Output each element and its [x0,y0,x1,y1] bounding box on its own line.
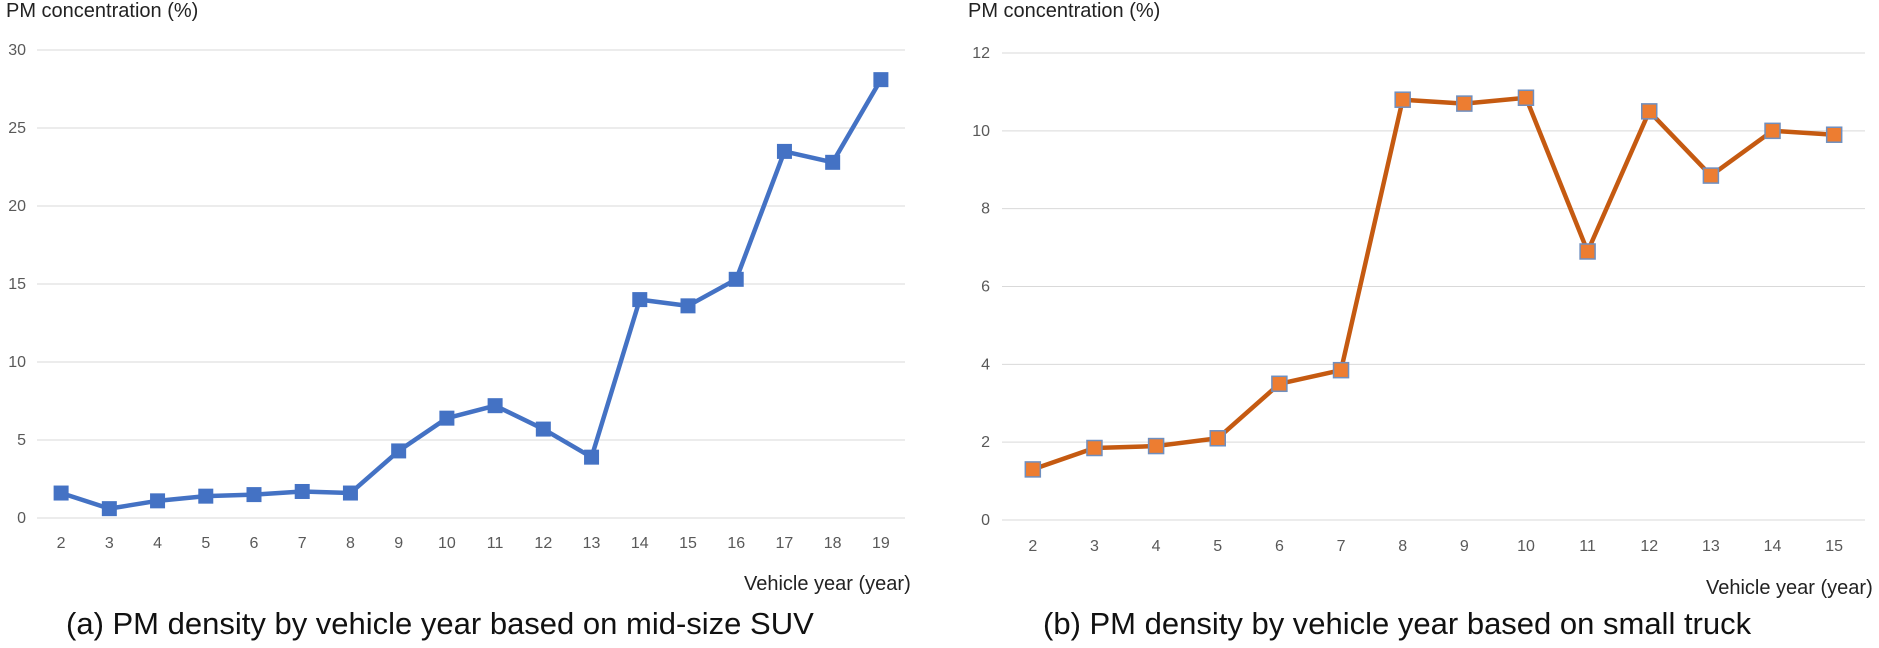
data-point-marker [1086,439,1103,457]
line-chart-suv: 0 5 10 15 20 25 30 2 3 4 5 6 7 8 9 10 11 12 13 14 15 16 17 18 19 [8,42,905,552]
x-tick-label: 14 [631,535,649,552]
x-tick-label: 5 [1213,538,1222,555]
data-point-marker [1332,361,1350,379]
x-tick-label: 3 [105,535,114,552]
series-line [60,78,883,511]
x-tick-label: 4 [153,535,162,552]
data-point-marker [1825,126,1843,143]
data-point-marker [873,72,889,88]
x-tick-label: 17 [776,535,794,552]
x-tick-label: 11 [1579,538,1596,555]
x-axis-label: Vehicle year (year) [744,573,911,595]
x-tick-label: 5 [201,535,210,552]
data-point-marker [391,443,407,459]
x-tick-label: 9 [1460,538,1469,555]
data-point-marker [1147,437,1165,455]
data-point-marker [1641,103,1658,120]
x-tick-label: 13 [583,535,601,552]
data-point-marker [776,143,792,159]
series-line [1032,95,1835,472]
data-point-marker [198,488,214,504]
data-point-marker [1517,89,1535,107]
data-point-marker [487,398,503,414]
data-point-marker [1271,375,1288,393]
data-point-marker [294,483,310,499]
y-axis-label: PM concentration (%) [6,0,199,22]
data-point-marker [680,298,696,314]
chart-caption: (b) PM density by vehicle year based on … [1043,606,1752,641]
y-tick-label: 0 [981,512,990,529]
data-point-marker [535,421,551,437]
chart-caption: (a) PM density by vehicle year based on … [66,606,814,641]
y-tick-label: 8 [981,201,990,218]
x-tick-label: 10 [1517,538,1535,555]
x-tick-label: 18 [824,535,842,552]
x-tick-label: 8 [346,535,355,552]
x-tick-label: 2 [57,535,66,552]
x-tick-label: 12 [534,535,552,552]
y-tick-label: 6 [981,279,990,296]
y-tick-label: 15 [8,276,26,293]
y-tick-label: 30 [8,42,26,59]
data-point-marker [1024,461,1042,478]
x-tick-label: 2 [1028,538,1037,555]
data-point-marker [1764,122,1781,140]
x-tick-label: 15 [1825,538,1843,555]
data-point-marker [1579,243,1596,260]
x-tick-label: 10 [438,535,456,552]
line-chart-truck: 0 2 4 6 8 10 12 2 3 4 5 6 7 8 9 10 11 12 13 14 15 [972,45,1865,555]
x-tick-label: 15 [679,535,697,552]
x-axis-label: Vehicle year (year) [1706,577,1873,599]
data-point-marker [53,485,69,501]
data-point-marker [1702,167,1720,184]
data-point-marker [584,449,600,465]
x-tick-label: 19 [872,535,890,552]
y-tick-label: 20 [8,198,26,215]
chart-panel-a: PM concentration (%) 0 5 10 15 20 25 30 2 3 4 5 6 7 8… [0,0,930,648]
data-point-marker [1456,95,1473,112]
data-point-marker [101,501,117,517]
data-point-marker [1394,91,1411,108]
x-tick-label: 13 [1702,538,1720,555]
data-point-marker [1209,430,1226,447]
y-tick-label: 12 [972,45,990,62]
y-tick-label: 0 [17,510,26,527]
data-point-marker [150,493,166,509]
y-tick-label: 10 [8,354,26,371]
y-tick-label: 2 [981,434,990,451]
y-tick-label: 25 [8,120,26,137]
data-point-marker [632,292,648,308]
y-tick-label: 10 [972,123,990,140]
y-tick-label: 5 [17,432,26,449]
x-tick-label: 3 [1090,538,1099,555]
x-tick-label: 14 [1764,538,1782,555]
x-tick-label: 12 [1640,538,1658,555]
x-tick-label: 7 [1337,538,1346,555]
x-tick-label: 11 [487,535,504,552]
y-tick-label: 4 [981,356,990,373]
x-tick-label: 16 [727,535,745,552]
x-tick-label: 6 [250,535,259,552]
x-tick-label: 9 [394,535,403,552]
x-tick-label: 4 [1152,538,1161,555]
x-tick-label: 7 [298,535,307,552]
data-point-marker [439,410,455,426]
x-tick-label: 6 [1275,538,1284,555]
y-axis-label: PM concentration (%) [968,0,1161,22]
data-point-marker [342,485,358,501]
chart-panel-b: PM concentration (%) 0 2 4 6 8 10 12 2 3 4 5 6 7 8 9 10… [960,0,1879,648]
data-point-marker [246,487,262,503]
data-point-marker [728,271,744,287]
x-tick-label: 8 [1398,538,1407,555]
data-point-marker [825,154,841,170]
